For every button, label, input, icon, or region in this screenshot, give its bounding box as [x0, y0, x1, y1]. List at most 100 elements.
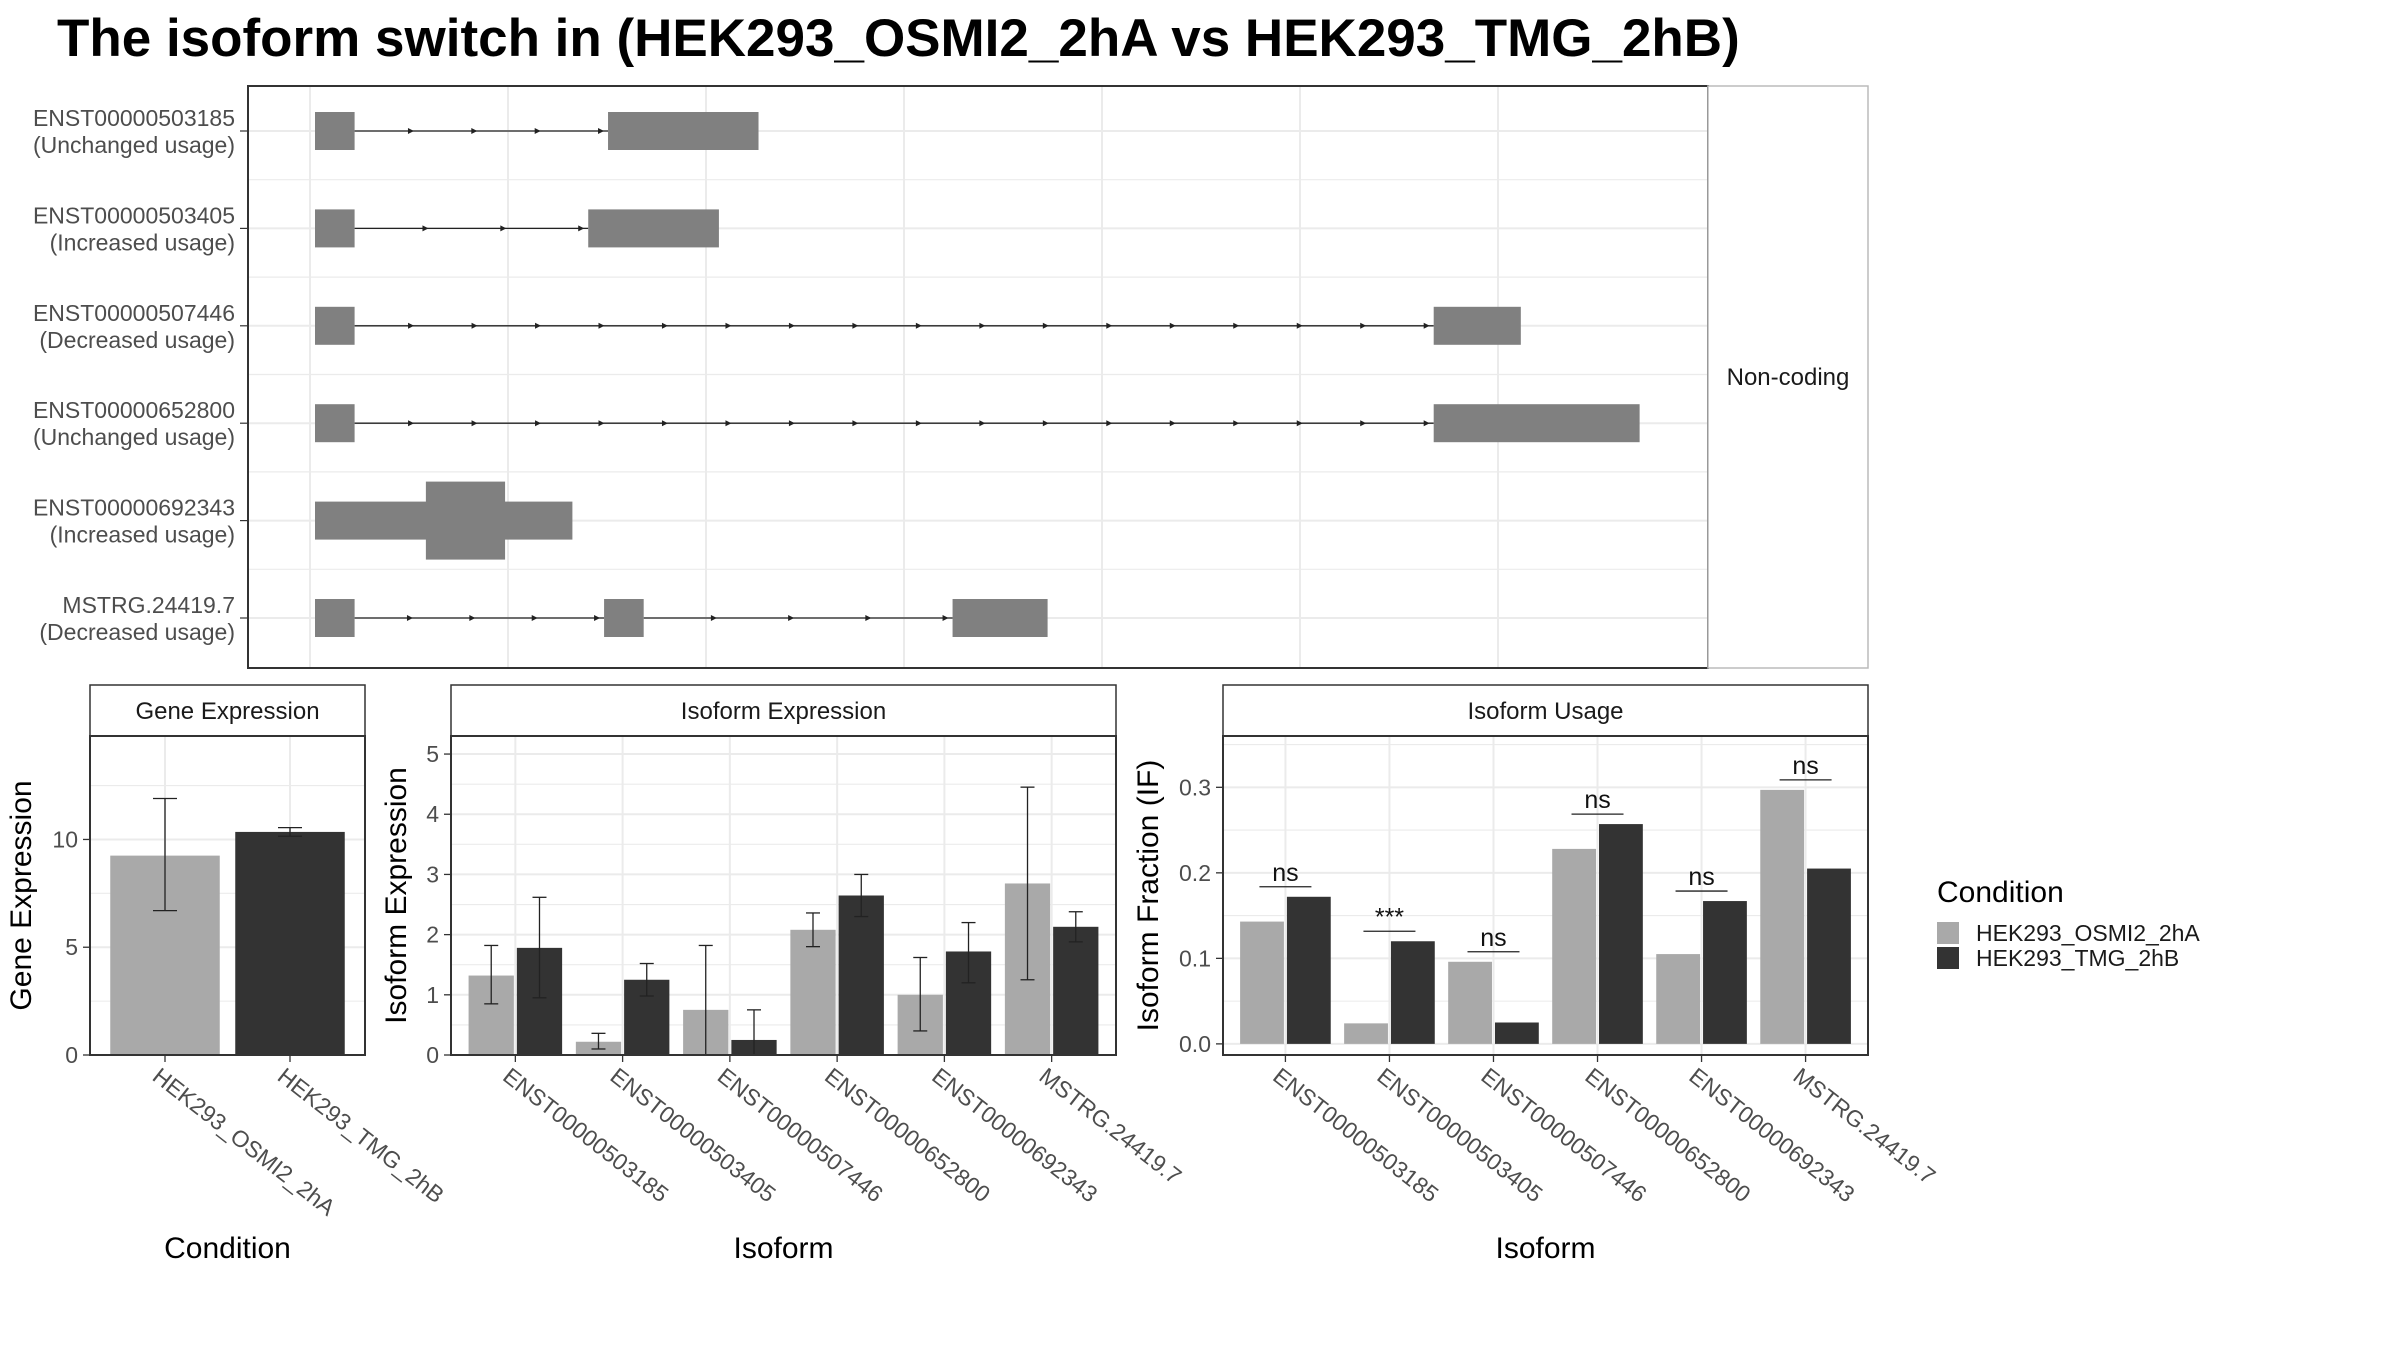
intron-arrow: [661, 322, 668, 329]
panel-border: [89, 735, 366, 1056]
intron-arrow: [598, 128, 605, 134]
transcript-usage-label: (Unchanged usage): [33, 132, 235, 158]
bar: [1286, 896, 1331, 1044]
transcript-usage-label: (Decreased usage): [39, 327, 235, 353]
intron-arrow: [725, 322, 732, 329]
facet-strip: [1707, 85, 1869, 669]
coding-exon: [425, 481, 506, 560]
y-tick-label: 0.1: [1179, 945, 1211, 971]
intron-arrow: [594, 615, 601, 621]
exon: [1433, 306, 1521, 345]
intron-arrow: [1423, 322, 1430, 329]
y-tick-label: 0.0: [1179, 1031, 1211, 1057]
x-axis-title: Condition: [164, 1232, 291, 1265]
facet-strip-label: Non-coding: [1727, 364, 1850, 391]
transcript-usage-label: (Unchanged usage): [33, 424, 235, 450]
intron-arrow: [578, 225, 585, 232]
bar: [1053, 926, 1099, 1055]
intron-arrow: [500, 225, 507, 232]
intron-arrow: [852, 420, 859, 427]
transcript-row: [315, 209, 719, 248]
y-axis-title: Isoform Expression: [380, 767, 413, 1024]
exon: [952, 599, 1048, 637]
significance-label: ns: [1688, 863, 1714, 891]
bar: [1390, 941, 1435, 1044]
facet-strip-label: Isoform Usage: [1467, 698, 1623, 725]
bar: [1703, 901, 1747, 1044]
intron-arrow: [1106, 420, 1113, 427]
legend-label: HEK293_OSMI2_2hA: [1976, 920, 2200, 946]
intron-arrow: [788, 322, 795, 329]
y-tick-label: 1: [426, 982, 439, 1008]
bar: [1344, 1023, 1388, 1044]
intron-arrow: [1296, 420, 1303, 427]
significance-label: ns: [1272, 859, 1298, 887]
intron-arrow: [535, 322, 542, 329]
isoform-expression-panel: Isoform Expression012345ENST00000503185E…: [380, 684, 1187, 1265]
bar: [235, 831, 345, 1055]
transcript-usage-label: (Increased usage): [50, 229, 235, 255]
intron-arrow: [725, 420, 732, 427]
intron-arrow: [422, 225, 429, 232]
y-tick-label: 3: [426, 861, 439, 887]
intron-arrow: [1360, 322, 1367, 329]
intron-arrow: [1296, 322, 1303, 329]
intron-arrow: [1169, 420, 1176, 427]
significance-label: ns: [1584, 786, 1610, 814]
intron-arrow: [408, 322, 415, 329]
transcript-usage-label: (Increased usage): [50, 522, 235, 548]
y-axis-title: Isoform Fraction (IF): [1132, 760, 1165, 1032]
y-tick-label: 10: [52, 826, 78, 852]
bar: [1494, 1022, 1539, 1044]
intron-arrow: [852, 322, 859, 329]
intron-arrow: [915, 322, 922, 329]
intron-arrow: [406, 615, 413, 621]
transcript-id-label: ENST00000692343: [33, 495, 235, 521]
intron-arrow: [942, 615, 949, 621]
transcript-row: [315, 404, 1640, 443]
transcript-row: [315, 112, 759, 150]
intron-arrow: [979, 420, 986, 427]
legend-swatch: [1937, 947, 1959, 969]
transcript-id-label: ENST00000507446: [33, 300, 235, 326]
y-tick-label: 4: [426, 801, 439, 827]
y-tick-label: 5: [426, 741, 439, 767]
facet-strip-label: Gene Expression: [135, 698, 319, 725]
intron-arrow: [1042, 322, 1049, 329]
significance-label: ***: [1375, 903, 1404, 931]
exon: [315, 306, 355, 345]
exon: [608, 112, 759, 150]
intron-arrow: [710, 615, 717, 621]
intron-arrow: [598, 322, 605, 329]
transcript-id-label: ENST00000503405: [33, 202, 235, 228]
bar: [1552, 848, 1597, 1044]
bar: [1240, 921, 1284, 1044]
legend-title: Condition: [1937, 876, 2064, 909]
intron-arrow: [408, 420, 415, 427]
intron-arrow: [1233, 322, 1240, 329]
exon: [315, 404, 355, 443]
exon: [315, 209, 355, 248]
bar: [1760, 789, 1805, 1044]
y-tick-label: 0: [426, 1042, 439, 1068]
y-axis-title: Gene Expression: [5, 780, 38, 1010]
intron-arrow: [534, 128, 541, 134]
intron-arrow: [979, 322, 986, 329]
panel-border: [450, 735, 1117, 1056]
intron-arrow: [1042, 420, 1049, 427]
intron-arrow: [788, 420, 795, 427]
isoform-usage-panel: Isoform Usagens***nsnsnsns0.00.10.20.3EN…: [1132, 684, 1941, 1265]
intron-arrow: [531, 615, 538, 621]
y-tick-label: 2: [426, 922, 439, 948]
intron-arrow: [788, 615, 795, 621]
panel-border: [1222, 735, 1869, 1056]
exon: [604, 599, 644, 637]
x-axis-title: Isoform: [1495, 1232, 1595, 1265]
transcript-id-label: MSTRG.24419.7: [62, 592, 235, 618]
y-tick-label: 0.3: [1179, 774, 1211, 800]
intron-arrow: [407, 128, 414, 134]
facet-strip-label: Isoform Expression: [681, 698, 886, 725]
transcript-row: [315, 599, 1048, 637]
transcript-row: [315, 481, 573, 560]
